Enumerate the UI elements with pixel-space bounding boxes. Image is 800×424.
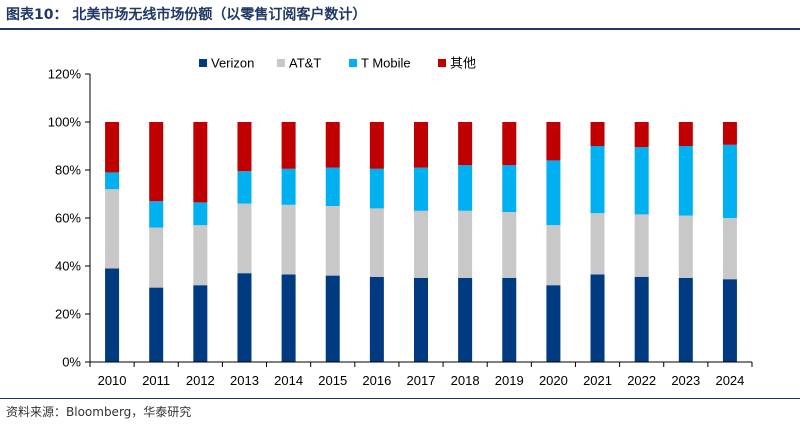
y-tick-label: 20% (55, 307, 81, 322)
legend: Verizon AT&T T Mobile 其他 (199, 56, 476, 71)
legend-swatch-1 (199, 59, 207, 67)
y-tick-label: 60% (55, 211, 81, 226)
bar-segment-3 (546, 160, 561, 226)
bar-segment-1 (414, 278, 428, 362)
bar-segment-1 (369, 276, 384, 362)
x-tick-label: 2023 (671, 373, 700, 388)
bar-segment-1 (634, 276, 649, 362)
bar-segment-4 (634, 122, 649, 148)
bar-segment-1 (105, 268, 120, 362)
x-tick-label: 2019 (495, 373, 524, 388)
bar-segment-2 (149, 227, 164, 288)
bar-segment-2 (369, 208, 384, 277)
y-tick-label: 0% (62, 355, 81, 370)
bar-segment-4 (193, 122, 208, 203)
bar-segment-2 (634, 214, 649, 277)
bar-segment-4 (502, 122, 517, 166)
bar-segment-1 (281, 274, 296, 362)
y-tick-label: 40% (55, 259, 81, 274)
x-tick-label: 2011 (142, 373, 170, 388)
bar-segment-4 (105, 122, 120, 173)
bar-segment-4 (414, 122, 428, 168)
bar-segment-2 (590, 213, 605, 275)
bar-segment-2 (193, 225, 208, 286)
bar-segment-2 (502, 212, 517, 278)
x-tick-label: 2018 (451, 373, 480, 388)
y-tick-label: 100% (48, 115, 82, 130)
stacked-bar-chart: Verizon AT&T T Mobile 其他 0% 20% 40% 60% 80% 100%… (48, 56, 753, 388)
bar-segment-1 (458, 278, 473, 362)
bar-segment-3 (149, 201, 164, 228)
x-tick-label: 2020 (539, 373, 568, 388)
legend-swatch-3 (349, 59, 357, 67)
bar-segment-3 (590, 146, 605, 214)
bar-segment-2 (678, 215, 693, 278)
bar-segment-3 (678, 146, 693, 216)
bar-segment-1 (237, 273, 252, 362)
bar-segment-4 (369, 122, 384, 169)
y-axis: 0% 20% 40% 60% 80% 100% 120% (48, 67, 91, 370)
bar-segment-2 (546, 225, 561, 286)
x-tick-label: 2024 (715, 373, 744, 388)
y-tick-label: 120% (48, 67, 82, 82)
x-tick-label: 2015 (318, 373, 347, 388)
x-axis: 2010 2011 2012 2013 2014 2015 2016 2017 2018 2019… (89, 361, 753, 388)
bar-segment-2 (458, 210, 473, 278)
bar-segment-2 (281, 204, 296, 275)
bars (105, 122, 737, 362)
bar-segment-4 (149, 122, 164, 202)
legend-swatch-4 (438, 59, 446, 67)
bar-segment-4 (546, 122, 561, 161)
bar-segment-2 (237, 203, 252, 274)
bar-segment-3 (722, 144, 737, 218)
bar-segment-4 (237, 122, 252, 172)
legend-label-2: AT&T (289, 56, 321, 71)
bar-segment-1 (193, 285, 208, 362)
bar-segment-1 (722, 279, 737, 362)
x-tick-label: 2013 (230, 373, 259, 388)
x-tick-label: 2010 (98, 373, 127, 388)
title-bar: 图表10： 北美市场无线市场份额（以零售订阅客户数计） (0, 0, 800, 30)
bar-segment-1 (502, 278, 517, 362)
bar-segment-2 (722, 218, 737, 280)
legend-label-3: T Mobile (361, 56, 411, 71)
bar-segment-2 (325, 206, 340, 276)
chart-title: 图表10： 北美市场无线市场份额（以零售订阅客户数计） (6, 7, 367, 23)
bar-segment-2 (414, 210, 428, 278)
footer-divider (0, 398, 800, 399)
bar-segment-4 (722, 122, 737, 145)
bar-segment-2 (105, 189, 120, 269)
bar-segment-3 (281, 168, 296, 205)
bar-segment-3 (458, 165, 473, 211)
bar-segment-3 (502, 165, 517, 212)
bar-segment-1 (678, 278, 693, 362)
bar-segment-3 (193, 202, 208, 226)
x-tick-label: 2012 (186, 373, 215, 388)
bar-segment-3 (634, 147, 649, 215)
x-tick-label: 2017 (407, 373, 436, 388)
bar-segment-4 (678, 122, 693, 146)
bar-segment-3 (325, 167, 340, 206)
bar-segment-3 (105, 172, 120, 190)
bar-segment-1 (325, 275, 340, 362)
bar-segment-4 (590, 122, 605, 146)
x-tick-label: 2014 (274, 373, 303, 388)
bar-segment-1 (590, 274, 605, 362)
legend-label-1: Verizon (211, 56, 254, 71)
bar-segment-3 (237, 171, 252, 204)
x-tick-label: 2021 (583, 373, 612, 388)
x-tick-label: 2016 (362, 373, 391, 388)
x-tick-label: 2022 (627, 373, 656, 388)
source-note: 资料来源：Bloomberg，华泰研究 (6, 405, 192, 419)
legend-label-4: 其他 (450, 56, 476, 71)
bar-segment-4 (325, 122, 340, 168)
bar-segment-4 (281, 122, 296, 169)
bar-segment-1 (149, 287, 164, 362)
bar-segment-3 (369, 168, 384, 209)
bar-segment-1 (546, 285, 561, 362)
bar-segment-4 (458, 122, 473, 166)
bar-segment-3 (414, 167, 428, 211)
legend-swatch-2 (277, 59, 285, 67)
y-tick-label: 80% (55, 163, 81, 178)
